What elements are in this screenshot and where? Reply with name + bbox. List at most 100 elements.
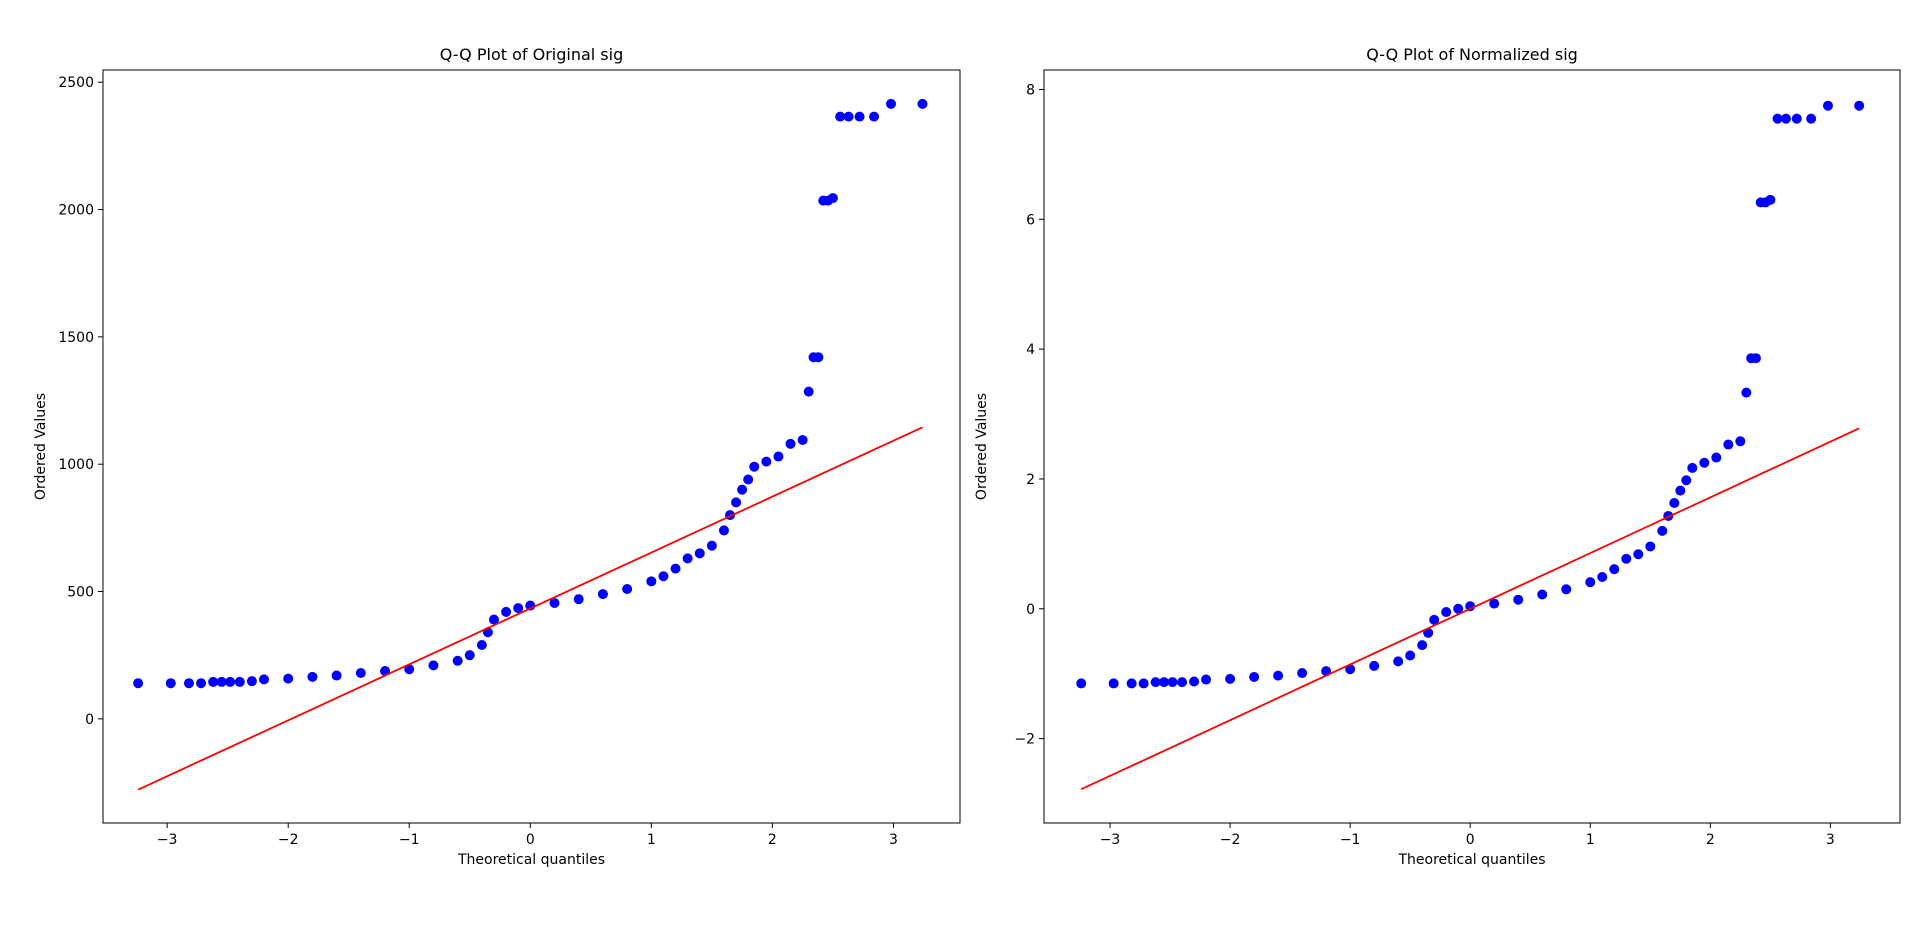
point [813,352,824,363]
point [1249,671,1260,682]
y-tick-label: 0 [85,712,94,728]
y-tick-label: 8 [1026,82,1035,98]
point [1465,601,1476,612]
point [869,111,880,122]
point [843,111,854,122]
point [1735,436,1746,447]
point [1687,462,1698,473]
y-axis-label: Ordered Values [33,393,49,500]
point [785,438,796,449]
point [513,603,524,614]
point [307,671,318,682]
point [718,525,729,536]
point [1167,677,1178,688]
point [1150,677,1161,688]
point [1645,541,1656,552]
point [1441,607,1452,618]
x-tick-label: 2 [768,832,777,848]
point [1854,100,1865,111]
point [1177,677,1188,688]
point [1750,353,1761,364]
x-axis-label: Theoretical quantiles [457,852,605,868]
x-tick-label: 0 [1466,832,1475,848]
point [1189,676,1200,687]
point [258,674,269,685]
y-tick-label: 2000 [58,203,94,219]
point [1806,113,1817,124]
point [549,597,560,608]
point [1513,594,1524,605]
y-tick-label: 4 [1026,342,1035,358]
point [835,111,846,122]
point [658,571,669,582]
y-tick-label: 0 [1026,602,1035,618]
point [917,98,928,109]
point [476,639,487,650]
x-tick-label: −3 [1100,832,1121,848]
y-tick-label: 500 [67,585,94,601]
chart-title: Q-Q Plot of Normalized sig [1366,45,1578,64]
point [1675,485,1686,496]
point [133,678,144,689]
point [1561,584,1572,595]
point [428,660,439,671]
point [1159,677,1170,688]
point [731,497,742,508]
point [773,451,784,462]
point [886,98,897,109]
point [1429,614,1440,625]
point [1609,564,1620,575]
point [196,678,207,689]
point [1597,571,1608,582]
point [225,676,236,687]
point [1822,100,1833,111]
point [706,540,717,551]
point [1489,598,1500,609]
point [1297,668,1308,679]
fit-line [1080,427,1860,791]
point [1711,452,1722,463]
point [1621,553,1632,564]
x-tick-label: 1 [1586,832,1595,848]
point [827,193,838,204]
x-tick-label: −2 [278,832,299,848]
x-tick-label: −1 [399,832,420,848]
point [646,576,657,587]
y-axis-label: Ordered Values [974,393,990,500]
point [216,676,227,687]
point [1345,664,1356,675]
point [464,650,475,661]
fit-line [137,426,923,791]
x-tick-label: 3 [1826,832,1835,848]
point [1741,387,1752,398]
x-tick-label: −1 [1340,832,1361,848]
point [246,676,257,687]
y-tick-label: 1000 [58,457,94,473]
point [761,456,772,467]
point [694,548,705,559]
point [1076,678,1087,689]
x-tick-label: 1 [647,832,656,848]
point [1369,660,1380,671]
point [622,583,633,594]
point [1453,603,1464,614]
point [1138,678,1149,689]
point [452,655,463,666]
point [737,484,748,495]
y-tick-label: 2500 [58,75,94,91]
plot-frame [1043,69,1901,824]
y-tick-label: 2 [1026,472,1035,488]
point [1723,439,1734,450]
point [1633,549,1644,560]
y-tick-label: 1500 [58,330,94,346]
x-tick-label: 2 [1706,832,1715,848]
point [797,435,808,446]
point [331,670,342,681]
point [1393,656,1404,667]
point [208,676,219,687]
x-axis-label: Theoretical quantiles [1397,852,1545,868]
point [573,594,584,605]
point [1765,194,1776,205]
point [1772,113,1783,124]
